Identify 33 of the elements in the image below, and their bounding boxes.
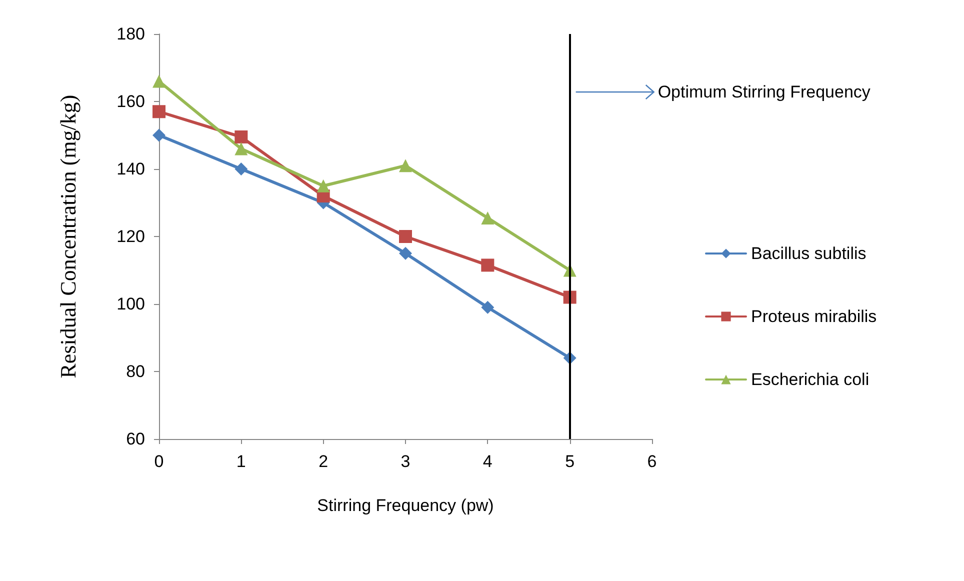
x-tick-label: 5 [565,452,575,471]
point [399,230,412,243]
legend-label: Escherichia coli [751,370,870,389]
legend-label: Bacillus subtilis [751,244,866,263]
x-axis-title: Stirring Frequency (pw) [317,496,494,515]
point [399,159,412,172]
y-tick-label: 100 [116,294,145,314]
y-tick-label: 120 [116,227,145,246]
point [234,162,248,176]
point [152,74,166,88]
point [399,246,412,260]
point [234,130,248,144]
x-tick-label: 3 [400,452,410,471]
x-tick-label: 0 [154,452,164,471]
x-tick-label: 2 [318,452,328,471]
legend-label: Proteus mirabilis [751,307,877,326]
point [234,142,248,156]
x-tick-label: 4 [482,452,492,471]
x-tick-label: 1 [236,452,246,471]
ref-line-label: Optimum Stirring Frequency [658,82,871,102]
y-tick-label: 80 [126,362,145,381]
y-axis-title: Residual Concentration (mg/kg) [56,94,80,378]
y-tick-label: 160 [116,92,145,111]
y-tick-label: 140 [116,160,145,178]
y-tick-label: 180 [116,24,145,44]
point [152,128,166,142]
x-tick-label: 6 [647,452,657,471]
point [481,258,494,272]
point [481,211,494,224]
y-tick-label: 60 [126,430,145,448]
point [481,300,494,314]
point [152,105,166,118]
point [316,179,330,192]
